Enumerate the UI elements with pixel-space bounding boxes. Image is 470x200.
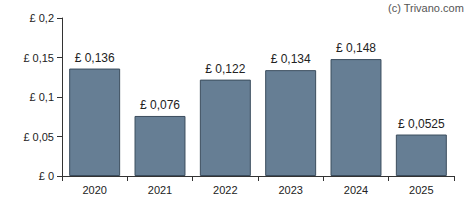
svg-text:2022: 2022 (213, 184, 237, 196)
svg-text:2023: 2023 (278, 184, 302, 196)
svg-text:2020: 2020 (82, 184, 106, 196)
svg-text:£ 0,076: £ 0,076 (140, 98, 180, 112)
svg-text:£ 0,05: £ 0,05 (23, 131, 54, 143)
svg-text:2025: 2025 (409, 184, 433, 196)
svg-text:£ 0,148: £ 0,148 (336, 41, 376, 55)
svg-text:£ 0,122: £ 0,122 (205, 62, 245, 76)
svg-text:£ 0,134: £ 0,134 (271, 52, 311, 66)
svg-text:2024: 2024 (344, 184, 368, 196)
svg-text:£ 0,1: £ 0,1 (30, 91, 54, 103)
svg-text:£ 0,0525: £ 0,0525 (398, 117, 445, 131)
svg-text:£ 0,15: £ 0,15 (23, 52, 54, 64)
svg-text:£ 0,2: £ 0,2 (30, 12, 54, 24)
svg-text:(c) Trivano.com: (c) Trivano.com (388, 2, 464, 14)
svg-text:2021: 2021 (148, 184, 172, 196)
svg-text:£ 0,136: £ 0,136 (75, 51, 115, 65)
svg-text:£ 0: £ 0 (39, 170, 54, 182)
